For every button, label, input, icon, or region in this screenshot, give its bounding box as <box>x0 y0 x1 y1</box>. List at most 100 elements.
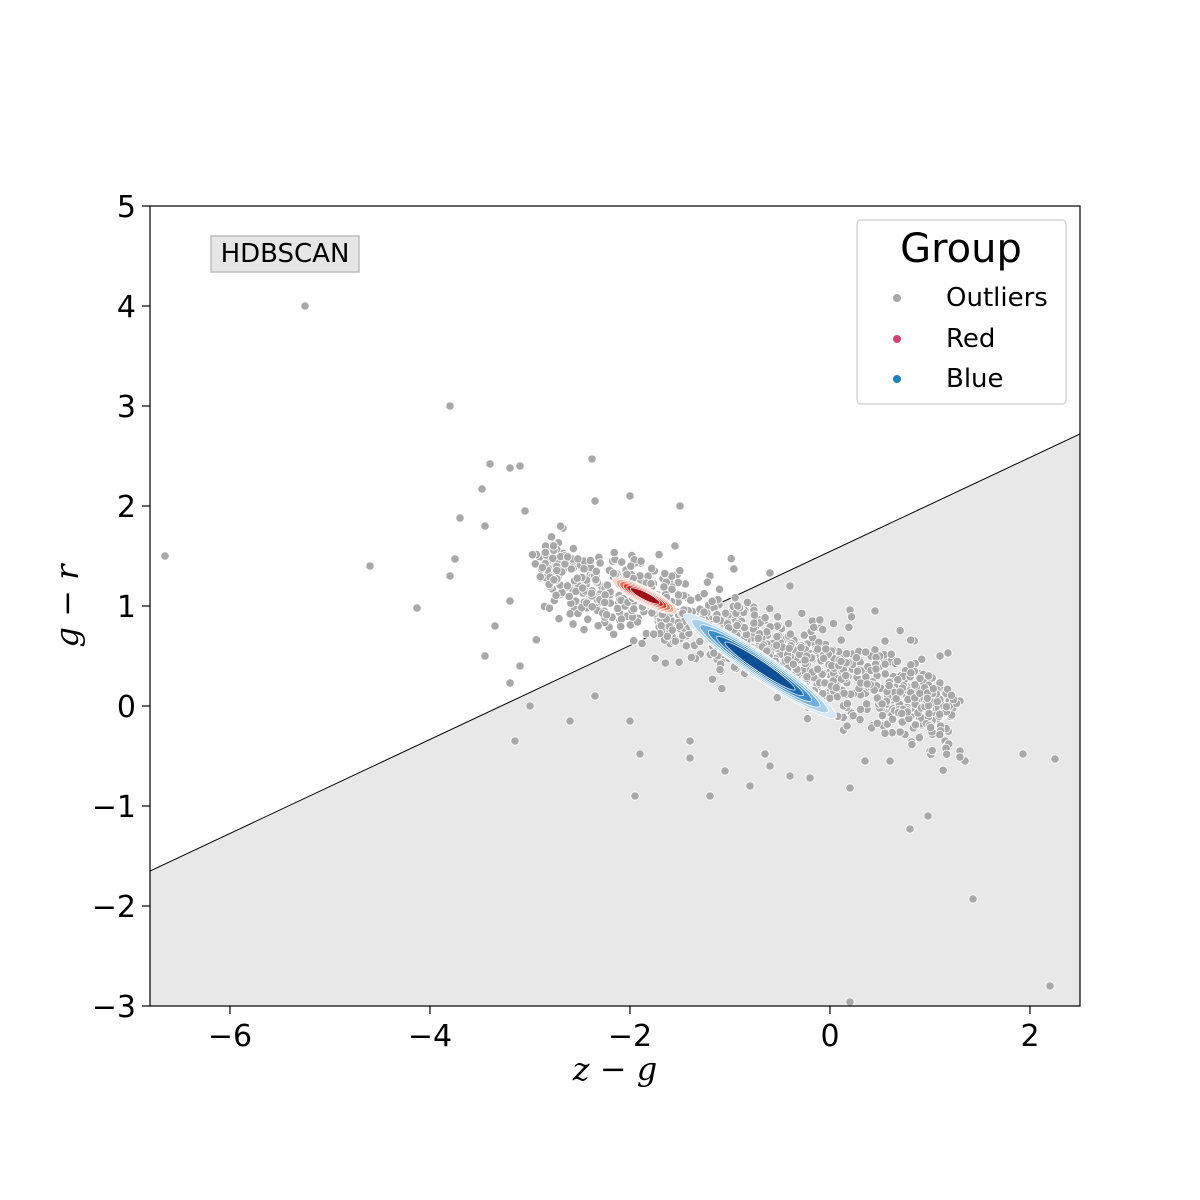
outlier-point <box>660 658 670 668</box>
outlier-point <box>300 301 310 311</box>
outlier-point <box>818 653 829 663</box>
outlier-point <box>412 603 422 613</box>
outlier-point <box>587 454 597 464</box>
outlier-point <box>564 591 574 602</box>
outlier-point <box>917 654 927 664</box>
outlier-point <box>821 644 831 654</box>
outlier-point <box>675 566 685 576</box>
x-axis-label: z − g <box>572 1050 658 1088</box>
outlier-point <box>699 589 709 599</box>
outlier-point <box>818 624 828 635</box>
outlier-point <box>785 629 795 639</box>
outlier-point <box>455 513 465 523</box>
outlier-point <box>515 461 525 471</box>
outlier-point <box>924 708 934 719</box>
outlier-point <box>914 733 924 743</box>
y-tick-label: −2 <box>92 890 136 925</box>
legend-label-blue: Blue <box>946 364 1004 394</box>
outlier-point <box>773 612 783 622</box>
outlier-point <box>650 653 660 663</box>
outlier-point <box>635 749 645 759</box>
outlier-point <box>707 596 717 606</box>
outlier-point <box>910 680 920 690</box>
outlier-point <box>845 997 855 1006</box>
outlier-point <box>617 557 627 567</box>
outlier-point <box>885 756 895 766</box>
outlier-point <box>886 649 896 659</box>
outlier-point <box>836 656 846 667</box>
x-tick-label: 0 <box>820 1019 839 1054</box>
outlier-point <box>365 561 375 571</box>
outlier-point <box>505 463 515 473</box>
outlier-point <box>955 752 965 762</box>
outlier-point <box>705 791 715 801</box>
outlier-point <box>862 679 872 689</box>
outlier-point <box>160 551 170 561</box>
outlier-point <box>872 718 882 728</box>
outlier-point <box>884 681 894 691</box>
outlier-point <box>1045 981 1055 991</box>
outlier-point <box>880 636 890 646</box>
red-cluster <box>612 577 678 615</box>
outlier-point <box>630 791 640 801</box>
outlier-point <box>520 506 530 516</box>
outlier-point <box>861 647 871 657</box>
outlier-point <box>895 626 905 636</box>
outlier-point <box>490 621 500 631</box>
outlier-point <box>938 765 948 775</box>
outlier-point <box>670 636 680 646</box>
outlier-point <box>674 657 684 667</box>
outlier-point <box>549 575 559 585</box>
outlier-point <box>813 664 823 674</box>
outlier-point <box>880 669 890 679</box>
y-tick-label: 5 <box>117 190 136 225</box>
outlier-point <box>836 635 846 645</box>
outlier-point <box>771 640 782 650</box>
outlier-point <box>707 674 717 684</box>
outlier-point <box>616 621 626 632</box>
outlier-point <box>815 615 825 625</box>
outlier-point <box>809 622 819 632</box>
legend: Group Outliers Red Blue <box>856 219 1067 405</box>
legend-label-outliers: Outliers <box>946 283 1048 313</box>
legend-label-red: Red <box>946 324 995 354</box>
outlier-point <box>923 701 934 711</box>
outlier-point <box>450 554 460 564</box>
outlier-point <box>928 684 938 694</box>
outlier-point <box>527 550 538 560</box>
outlier-point <box>729 564 739 574</box>
outlier-point <box>855 704 866 715</box>
outlier-point <box>586 588 597 598</box>
outlier-point <box>673 577 683 588</box>
outlier-point <box>505 596 515 606</box>
outlier-point <box>749 618 759 628</box>
outlier-point <box>626 561 636 571</box>
outlier-point <box>602 610 612 620</box>
outlier-point <box>785 771 795 781</box>
outlier-point <box>552 565 562 576</box>
outlier-point <box>636 556 646 566</box>
outlier-point <box>880 659 890 669</box>
outlier-point <box>915 673 925 684</box>
outlier-point <box>841 670 851 681</box>
outlier-point <box>922 693 932 703</box>
outlier-point <box>587 602 597 612</box>
outlier-points <box>160 301 1060 1006</box>
outlier-point <box>554 614 564 624</box>
outlier-point <box>565 716 575 726</box>
legend-frame <box>856 219 1067 405</box>
outlier-point <box>905 824 915 834</box>
outlier-point <box>625 491 635 501</box>
outlier-point <box>546 532 557 542</box>
outlier-point <box>765 568 775 578</box>
outlier-point <box>765 761 775 771</box>
outlier-point <box>717 683 727 694</box>
outlier-point <box>647 563 657 574</box>
legend-marker-blue <box>893 375 901 383</box>
outlier-point <box>609 629 619 639</box>
outlier-point <box>1018 749 1028 759</box>
x-tick-label: −6 <box>208 1019 252 1054</box>
outlier-point <box>842 649 852 659</box>
outlier-point <box>595 558 605 568</box>
outlier-point <box>573 554 583 564</box>
